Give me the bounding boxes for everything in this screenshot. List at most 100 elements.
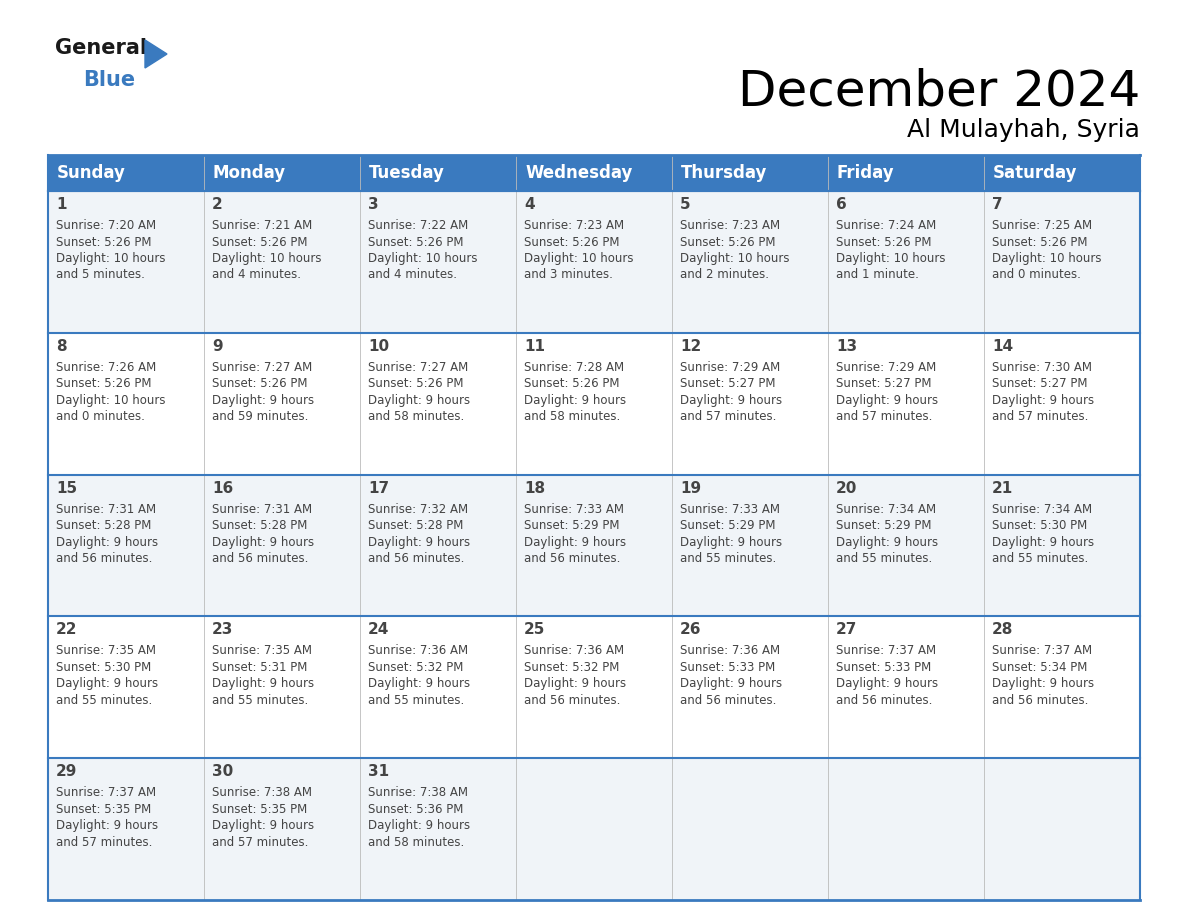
Bar	[360, 333, 516, 475]
Text: Daylight: 9 hours: Daylight: 9 hours	[211, 394, 314, 407]
Text: Sunrise: 7:30 AM: Sunrise: 7:30 AM	[992, 361, 1092, 374]
Text: Sunset: 5:29 PM: Sunset: 5:29 PM	[680, 519, 776, 532]
Text: 11: 11	[524, 339, 545, 353]
Bar	[204, 333, 360, 475]
Text: 27: 27	[836, 622, 858, 637]
Bar	[828, 616, 984, 758]
Bar	[204, 758, 360, 900]
Text: Sunrise: 7:21 AM: Sunrise: 7:21 AM	[211, 219, 312, 232]
Text: Sunset: 5:26 PM: Sunset: 5:26 PM	[56, 377, 152, 390]
Text: 4: 4	[524, 197, 535, 212]
Text: 16: 16	[211, 481, 233, 496]
Text: and 57 minutes.: and 57 minutes.	[836, 410, 933, 423]
Text: and 1 minute.: and 1 minute.	[836, 268, 918, 282]
Bar	[984, 191, 1140, 333]
Text: Sunset: 5:26 PM: Sunset: 5:26 PM	[992, 236, 1087, 249]
Text: 19: 19	[680, 481, 701, 496]
Text: Sunrise: 7:24 AM: Sunrise: 7:24 AM	[836, 219, 936, 232]
Bar	[672, 191, 828, 333]
Text: Monday: Monday	[213, 164, 286, 182]
Text: Sunrise: 7:37 AM: Sunrise: 7:37 AM	[992, 644, 1092, 657]
Bar	[828, 475, 984, 616]
Text: Sunrise: 7:29 AM: Sunrise: 7:29 AM	[680, 361, 781, 374]
Text: Sunset: 5:35 PM: Sunset: 5:35 PM	[211, 802, 308, 816]
Text: Sunset: 5:26 PM: Sunset: 5:26 PM	[368, 377, 463, 390]
Text: 3: 3	[368, 197, 379, 212]
Text: and 55 minutes.: and 55 minutes.	[56, 694, 152, 707]
Text: Sunrise: 7:27 AM: Sunrise: 7:27 AM	[211, 361, 312, 374]
Text: Sunset: 5:31 PM: Sunset: 5:31 PM	[211, 661, 308, 674]
Text: and 56 minutes.: and 56 minutes.	[992, 694, 1088, 707]
Text: Saturday: Saturday	[993, 164, 1078, 182]
Text: and 57 minutes.: and 57 minutes.	[211, 835, 309, 849]
Bar	[48, 475, 204, 616]
Text: and 4 minutes.: and 4 minutes.	[368, 268, 457, 282]
Text: 20: 20	[836, 481, 858, 496]
Text: Sunrise: 7:37 AM: Sunrise: 7:37 AM	[56, 786, 156, 800]
Text: 6: 6	[836, 197, 847, 212]
Text: Sunset: 5:30 PM: Sunset: 5:30 PM	[56, 661, 151, 674]
Text: Daylight: 9 hours: Daylight: 9 hours	[524, 677, 626, 690]
Bar	[672, 616, 828, 758]
Text: Daylight: 9 hours: Daylight: 9 hours	[680, 535, 782, 549]
Bar	[984, 475, 1140, 616]
Bar	[516, 475, 672, 616]
Bar	[984, 333, 1140, 475]
Bar	[828, 758, 984, 900]
Text: 2: 2	[211, 197, 223, 212]
Text: and 55 minutes.: and 55 minutes.	[992, 552, 1088, 565]
Bar	[672, 475, 828, 616]
Text: Sunset: 5:27 PM: Sunset: 5:27 PM	[836, 377, 931, 390]
Bar	[48, 758, 204, 900]
Text: Daylight: 10 hours: Daylight: 10 hours	[368, 252, 478, 265]
Text: Sunset: 5:34 PM: Sunset: 5:34 PM	[992, 661, 1087, 674]
Bar	[360, 758, 516, 900]
Bar	[984, 616, 1140, 758]
Text: and 55 minutes.: and 55 minutes.	[836, 552, 933, 565]
Text: 8: 8	[56, 339, 67, 353]
Text: Sunset: 5:32 PM: Sunset: 5:32 PM	[524, 661, 619, 674]
Text: Sunset: 5:26 PM: Sunset: 5:26 PM	[524, 236, 619, 249]
Text: Blue: Blue	[83, 70, 135, 90]
Text: Sunset: 5:28 PM: Sunset: 5:28 PM	[211, 519, 308, 532]
Text: and 58 minutes.: and 58 minutes.	[524, 410, 620, 423]
Bar	[516, 758, 672, 900]
Text: Sunrise: 7:34 AM: Sunrise: 7:34 AM	[992, 502, 1092, 516]
Text: and 0 minutes.: and 0 minutes.	[992, 268, 1081, 282]
Text: Sunrise: 7:25 AM: Sunrise: 7:25 AM	[992, 219, 1092, 232]
Text: and 56 minutes.: and 56 minutes.	[836, 694, 933, 707]
Text: and 59 minutes.: and 59 minutes.	[211, 410, 309, 423]
Text: Sunset: 5:33 PM: Sunset: 5:33 PM	[680, 661, 776, 674]
Text: 7: 7	[992, 197, 1003, 212]
Text: and 55 minutes.: and 55 minutes.	[211, 694, 308, 707]
Text: Thursday: Thursday	[681, 164, 767, 182]
Text: General: General	[55, 38, 147, 58]
Text: Sunrise: 7:38 AM: Sunrise: 7:38 AM	[211, 786, 312, 800]
Text: Sunset: 5:26 PM: Sunset: 5:26 PM	[211, 236, 308, 249]
Text: Sunrise: 7:34 AM: Sunrise: 7:34 AM	[836, 502, 936, 516]
Text: Al Mulayhah, Syria: Al Mulayhah, Syria	[908, 118, 1140, 142]
Text: 21: 21	[992, 481, 1013, 496]
Text: Daylight: 10 hours: Daylight: 10 hours	[680, 252, 790, 265]
Bar	[204, 191, 360, 333]
Text: Sunrise: 7:20 AM: Sunrise: 7:20 AM	[56, 219, 156, 232]
Text: Daylight: 9 hours: Daylight: 9 hours	[368, 819, 470, 833]
Text: 28: 28	[992, 622, 1013, 637]
Bar	[48, 191, 204, 333]
Text: Sunset: 5:30 PM: Sunset: 5:30 PM	[992, 519, 1087, 532]
Text: Daylight: 9 hours: Daylight: 9 hours	[680, 677, 782, 690]
Text: Sunrise: 7:36 AM: Sunrise: 7:36 AM	[680, 644, 781, 657]
Bar	[360, 191, 516, 333]
Text: Daylight: 9 hours: Daylight: 9 hours	[680, 394, 782, 407]
Text: Sunrise: 7:29 AM: Sunrise: 7:29 AM	[836, 361, 936, 374]
Text: and 56 minutes.: and 56 minutes.	[680, 694, 777, 707]
Text: 31: 31	[368, 764, 390, 779]
Bar	[984, 758, 1140, 900]
Text: Sunrise: 7:36 AM: Sunrise: 7:36 AM	[524, 644, 624, 657]
Text: Sunrise: 7:23 AM: Sunrise: 7:23 AM	[680, 219, 781, 232]
Text: Sunrise: 7:22 AM: Sunrise: 7:22 AM	[368, 219, 468, 232]
Text: Daylight: 10 hours: Daylight: 10 hours	[56, 394, 165, 407]
Text: 18: 18	[524, 481, 545, 496]
Text: 26: 26	[680, 622, 701, 637]
Text: and 58 minutes.: and 58 minutes.	[368, 835, 465, 849]
